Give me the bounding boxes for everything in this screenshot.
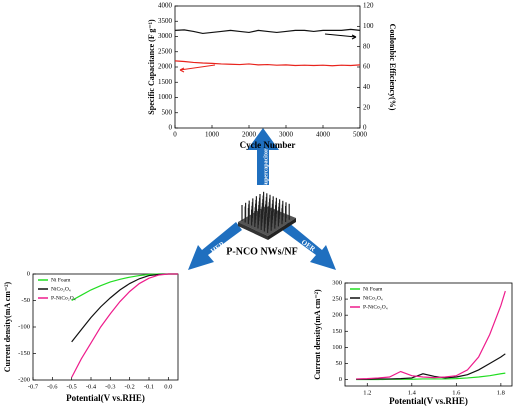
- legend-label: Ni Foam: [363, 286, 383, 292]
- x-tick-label: 1.8: [497, 389, 505, 396]
- x-axis-label: Cycle Number: [240, 140, 296, 150]
- y2-tick-label: 60: [363, 63, 371, 71]
- x-tick-label: 2000: [242, 131, 257, 139]
- y-tick-label: 0: [27, 270, 30, 277]
- y-tick-label: 250: [332, 296, 342, 303]
- pointer: [324, 33, 357, 40]
- y2-tick-label: 20: [363, 103, 371, 111]
- y-tick-label: 3000: [158, 32, 173, 40]
- y-tick-label: 500: [162, 108, 173, 116]
- y2-tick-label: 120: [363, 2, 374, 10]
- x-tick-label: 1000: [205, 131, 220, 139]
- x-tick-label: -0.1: [144, 383, 154, 390]
- y-axis-label: Specific Capacitance (F g⁻¹): [147, 19, 156, 115]
- substrate-side: [268, 218, 296, 240]
- y2-tick-label: 80: [363, 42, 371, 50]
- series-line: [71, 273, 178, 378]
- arrow-label: Supercapacitor: [263, 148, 269, 188]
- y-tick-label: -150: [18, 350, 30, 357]
- y-axis-label: Current density(mA cm⁻²): [313, 289, 322, 380]
- y-tick-label: 2500: [158, 47, 173, 55]
- pointer: [179, 64, 216, 73]
- center-label: P-NCO NWs/NF: [226, 246, 297, 257]
- plot-frame: [344, 282, 513, 387]
- y-tick-label: -50: [21, 297, 30, 304]
- y-tick-label: -200: [18, 376, 30, 383]
- y-tick-label: 150: [332, 328, 342, 335]
- legend-label: NiCo₂O₄: [51, 286, 71, 292]
- series-line: [174, 28, 361, 35]
- x-tick-label: -0.7: [28, 383, 39, 390]
- x-tick-label: 1.6: [452, 389, 461, 396]
- y2-tick-label: 40: [363, 83, 371, 91]
- y-tick-label: 0: [169, 124, 173, 132]
- x-tick-label: 3000: [279, 131, 294, 139]
- x-tick-label: 0.0: [164, 383, 172, 390]
- nanowires: [241, 191, 290, 233]
- x-tick-label: 5000: [353, 131, 368, 139]
- x-tick-label: -0.4: [86, 383, 97, 390]
- y-tick-label: 1000: [158, 93, 173, 101]
- x-axis-label: Potential(V vs.RHE): [66, 393, 145, 403]
- series-line: [71, 273, 178, 343]
- x-tick-label: 0: [173, 131, 177, 139]
- y-tick-label: 4000: [158, 2, 173, 10]
- y-tick-label: 50: [336, 360, 343, 367]
- y2-tick-label: 0: [363, 124, 367, 132]
- x-tick-label: 1.4: [408, 389, 417, 396]
- x-tick-label: -0.6: [47, 383, 58, 390]
- y-tick-label: 200: [332, 312, 342, 319]
- x-tick-label: 1.2: [363, 389, 371, 396]
- x-tick-label: -0.2: [125, 383, 135, 390]
- x-tick-label: -0.3: [105, 383, 115, 390]
- arrow-right: [282, 222, 336, 270]
- series-line: [174, 60, 361, 67]
- series-line: [356, 290, 506, 380]
- y-tick-label: 0: [339, 376, 342, 383]
- y2-axis-label: Coulombic Efficiency(%): [388, 24, 397, 111]
- legend-label: P-NiCo₂O₄: [51, 295, 76, 301]
- y2-tick-label: 100: [363, 22, 374, 30]
- y-tick-label: 1500: [158, 78, 173, 86]
- x-tick-label: 4000: [316, 131, 331, 139]
- legend-label: NiCo₂O₄: [363, 295, 383, 301]
- y-tick-label: 2000: [158, 63, 173, 71]
- x-axis-label: Potential(V vs.RHE): [389, 396, 468, 406]
- legend-label: Ni Foam: [51, 277, 71, 283]
- y-tick-label: 100: [332, 344, 342, 351]
- legend-label: P-NiCo₂O₄: [363, 304, 388, 310]
- x-tick-label: -0.5: [67, 383, 77, 390]
- arrow-up: [247, 128, 279, 185]
- y-axis-label: Current density(mA cm⁻²): [3, 281, 12, 372]
- series-line: [356, 353, 506, 380]
- y-tick-label: 300: [332, 279, 342, 286]
- y-tick-label: 3500: [158, 17, 173, 25]
- y-tick-label: -100: [18, 323, 30, 330]
- substrate-side: [238, 222, 268, 240]
- arrow-left: [188, 222, 242, 270]
